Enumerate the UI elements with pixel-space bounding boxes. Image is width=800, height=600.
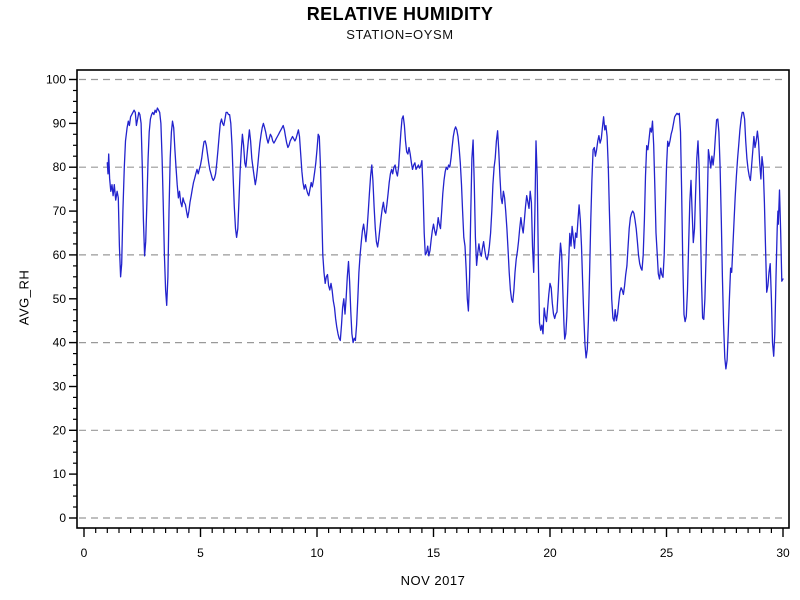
y-tick-label: 60: [53, 248, 67, 262]
plot-frame: [76, 69, 790, 529]
x-tick-label: 20: [543, 546, 557, 560]
x-tick-label: 0: [81, 546, 88, 560]
x-tick-label: 5: [197, 546, 204, 560]
y-tick-label: 100: [46, 73, 66, 87]
y-tick-label: 40: [53, 336, 67, 350]
x-tick-label: 30: [776, 546, 790, 560]
y-tick-label: 80: [53, 160, 67, 174]
chart-subtitle: STATION=OYSM: [346, 27, 454, 42]
y-tick-label: 70: [53, 204, 67, 218]
y-tick-label: 20: [53, 423, 67, 437]
humidity-line-series: [106, 107, 784, 370]
chart-title: RELATIVE HUMIDITY: [306, 4, 494, 24]
x-tick-label: 10: [310, 546, 324, 560]
y-tick-label: 10: [53, 467, 67, 481]
y-tick-label: 90: [53, 116, 67, 130]
y-tick-label: 0: [59, 511, 66, 525]
x-axis-label: NOV 2017: [400, 573, 466, 588]
y-tick-label: 50: [53, 292, 67, 306]
x-tick-label: 25: [660, 546, 674, 560]
y-tick-label: 30: [53, 380, 67, 394]
x-tick-label: 15: [427, 546, 441, 560]
